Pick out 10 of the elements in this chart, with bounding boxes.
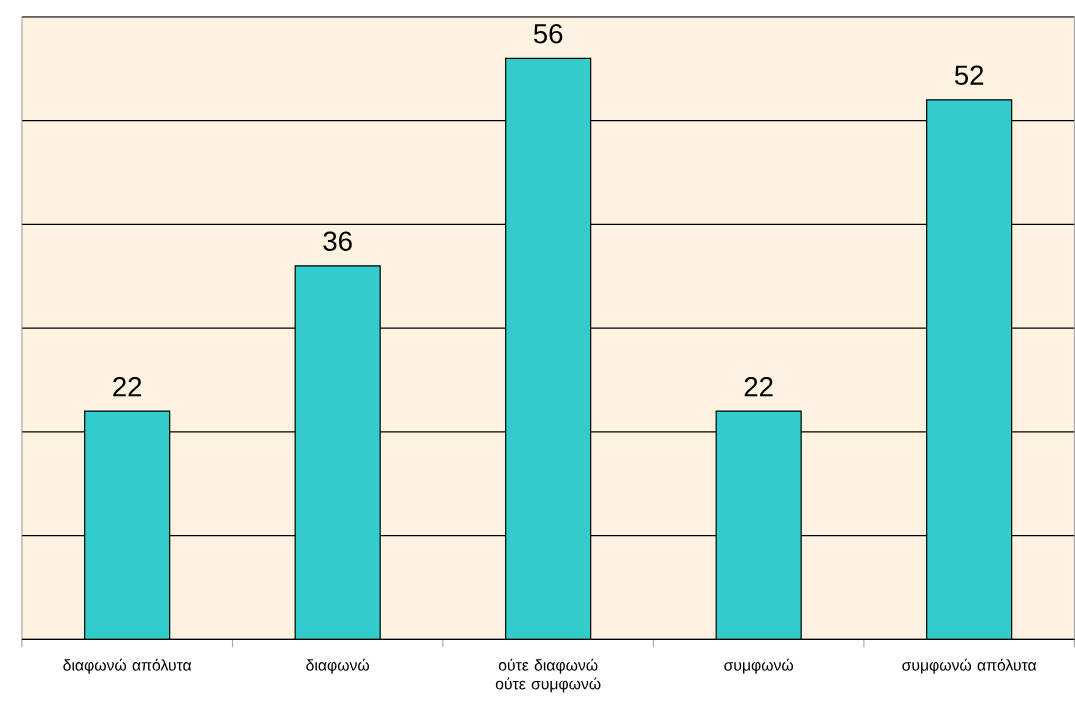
data-label: 22 xyxy=(113,377,142,397)
data-label: 52 xyxy=(954,65,984,86)
x-tick-label: ούτε διαφωνώ ούτε συμφωνώ xyxy=(495,658,601,693)
x-tick-label: διαφωνώ xyxy=(306,658,370,675)
x-tick-label: διαφωνώ απόλυτα xyxy=(63,658,192,675)
data-label: 56 xyxy=(533,24,563,44)
data-label: 22 xyxy=(744,377,773,397)
data-label: 36 xyxy=(323,231,352,252)
x-tick-label: συμφωνώ xyxy=(724,658,794,675)
x-tick-label: συμφωνώ απόλυτα xyxy=(902,658,1037,675)
